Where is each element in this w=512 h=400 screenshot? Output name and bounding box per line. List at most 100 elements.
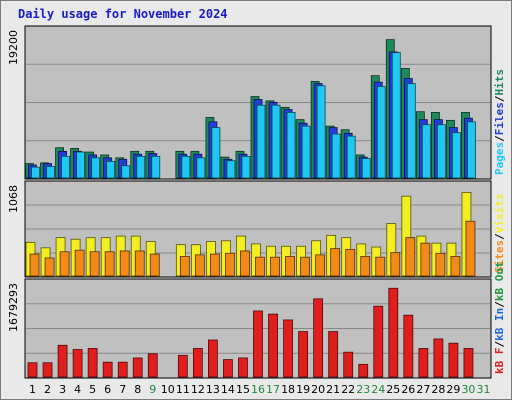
kbytes-bar-kb-f (208, 339, 218, 378)
visits-sites-bar-sites (225, 252, 235, 277)
kbytes-bar-kb-f (328, 331, 339, 378)
x-tick-label: 5 (89, 383, 96, 396)
hits-files-pages-bar-pages (76, 151, 86, 179)
x-tick-label: 10 (161, 383, 175, 396)
x-tick-label: 21 (326, 383, 340, 396)
visits-sites-bar-sites (74, 249, 85, 277)
hits-files-pages-bar-pages (136, 155, 146, 179)
hits-files-pages-bar-pages (196, 157, 206, 179)
visits-sites-bar-sites (119, 250, 130, 277)
hits-files-pages-bar-pages (331, 133, 341, 179)
x-tick-label: 19 (296, 383, 310, 396)
visits-sites-bar-sites (194, 254, 205, 277)
kbytes-bar-kb-f (418, 348, 429, 378)
kbytes-bar-kb-f (27, 362, 38, 378)
hits-files-pages-bar-pages (376, 86, 386, 179)
kbytes-ymax-label: 1679293 (7, 283, 20, 332)
x-tick-label: 12 (191, 383, 205, 396)
kbytes-bar-kb-f (253, 310, 263, 378)
visits-sites-bar-sites (270, 256, 280, 277)
visits-sites-bar-sites (300, 256, 310, 277)
hits-files-pages-bar-pages (346, 135, 356, 179)
hits-files-pages-bar-pages (61, 155, 70, 179)
kbytes-bar-kb-f (373, 305, 384, 378)
kbytes-bar-kb-f (358, 363, 369, 378)
kbytes-bar-kb-f (388, 287, 399, 378)
hits-files-pages-bar-pages (256, 104, 266, 179)
hits-files-pages-bar-pages (316, 85, 326, 179)
kbytes-bar-kb-f (72, 349, 83, 378)
hits-files-pages-bar-pages (452, 132, 461, 179)
hits-files-pages-legend: Pages/Files/Hits (493, 69, 506, 175)
hits-files-pages-bar-pages (391, 52, 401, 179)
x-tick-label: 27 (416, 383, 430, 396)
visits-sites-bar-sites (285, 256, 295, 277)
x-tick-label: 23 (356, 383, 370, 396)
legend-entry: kB F (493, 348, 506, 375)
hits-files-pages-bar-pages (46, 166, 55, 179)
x-tick-label: 11 (176, 383, 190, 396)
visits-sites-bar-sites (420, 242, 431, 277)
kbytes-bar-kb-f (102, 361, 113, 378)
kbytes-bar-kb-f (132, 357, 143, 378)
legend-entry: kB Out (493, 261, 506, 301)
visits-sites-bar-sites (29, 253, 40, 277)
hits-files-pages-bar-pages (31, 166, 40, 179)
visits-sites-bar-sites (255, 256, 265, 277)
x-tick-label: 31 (476, 383, 490, 396)
x-tick-label: 29 (446, 383, 460, 396)
legend-entry: Hits (493, 69, 506, 96)
x-tick-label: 20 (311, 383, 325, 396)
visits-sites-bar-sites (435, 252, 446, 277)
hits-files-pages-bar-pages (436, 124, 446, 179)
visits-sites-bar-sites (44, 257, 55, 277)
legend-entry: Visits (493, 194, 506, 234)
x-tick-label: 28 (431, 383, 445, 396)
visits-sites-bar-sites (345, 248, 356, 277)
kbytes-bar-kb-f (223, 359, 233, 378)
x-tick-label: 8 (134, 383, 141, 396)
visits-sites-bar-sites (315, 254, 326, 277)
hits-files-pages-bar-pages (226, 160, 236, 179)
hits-files-pages-bar-pages (106, 161, 116, 179)
x-tick-label: 13 (206, 383, 220, 396)
kbytes-legend: kB F/kB In/kB Out (493, 261, 506, 374)
visits-sites-bar-sites (149, 253, 160, 277)
legend-entry: / (493, 95, 506, 102)
x-tick-label: 26 (401, 383, 415, 396)
legend-entry: Files (493, 102, 506, 135)
kbytes-bar-kb-f (87, 348, 98, 378)
x-tick-label: 24 (371, 383, 385, 396)
x-tick-label: 17 (266, 383, 280, 396)
visits-sites-bar-sites (330, 248, 341, 277)
kbytes-bar-kb-f (42, 362, 53, 378)
hits-files-pages-bar-pages (151, 155, 161, 179)
visits-sites-bar-sites (405, 237, 416, 277)
page-title: Daily usage for November 2024 (18, 7, 228, 21)
kbytes-bar-kb-f (57, 344, 68, 378)
hits-files-pages-bar-pages (421, 124, 431, 179)
hits-files-pages-bar-pages (361, 158, 371, 179)
x-tick-label: 3 (59, 383, 66, 396)
kbytes-bar-kb-f (238, 357, 248, 378)
kbytes-bar-kb-f (147, 353, 158, 378)
visits-sites-bar-sites (134, 250, 145, 277)
kbytes-bar-kb-f (343, 351, 354, 378)
hits-files-pages-bar-pages (241, 155, 251, 179)
x-tick-label: 9 (149, 383, 156, 396)
hits-files-pages-bar-pages (301, 125, 311, 179)
x-tick-label: 7 (119, 383, 126, 396)
visits-sites-ymax-label: 1068 (7, 185, 20, 213)
visits-sites-bar-sites (210, 253, 220, 277)
visits-sites-bar-sites (240, 250, 250, 277)
hits-files-pages-bar-pages (211, 127, 221, 179)
hits-files-pages-bar-pages (467, 121, 476, 179)
visits-sites-bar-sites (465, 220, 476, 277)
x-tick-label: 1 (29, 383, 36, 396)
hits-files-pages-bar-pages (286, 112, 296, 179)
x-tick-label: 6 (104, 383, 111, 396)
visits-sites-bar-sites (89, 251, 100, 277)
visits-sites-bar-sites (59, 251, 70, 277)
kbytes-bar-kb-f (298, 331, 308, 378)
